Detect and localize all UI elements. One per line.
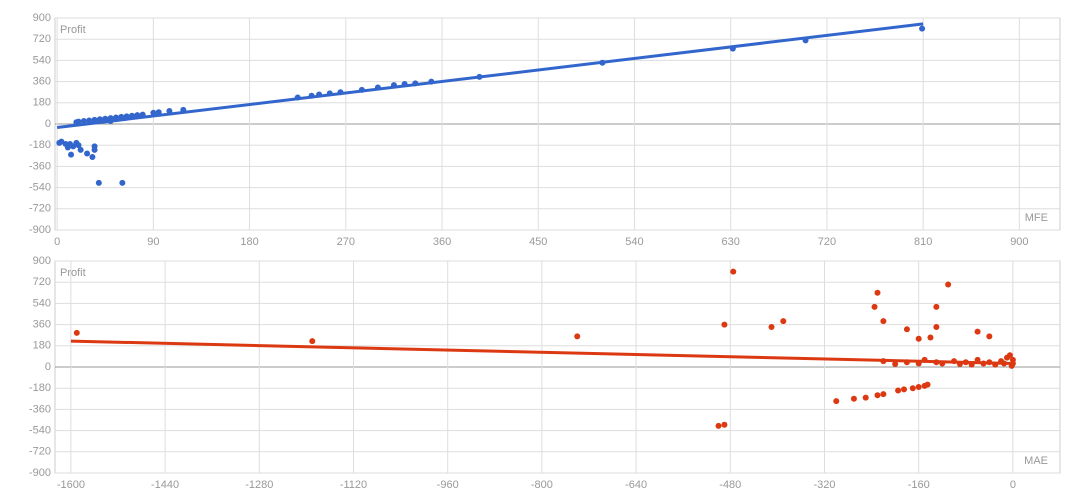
- x-tick-label: 270: [337, 236, 355, 248]
- x-tick-label: 900: [1010, 236, 1028, 248]
- y-tick-label: -900: [29, 467, 51, 479]
- point: [1006, 352, 1013, 359]
- point: [927, 334, 934, 341]
- y-tick-label: -900: [29, 224, 51, 236]
- point: [77, 146, 84, 153]
- x-tick-label: 810: [914, 236, 932, 248]
- point: [850, 395, 857, 402]
- y-tick-label: 540: [33, 297, 51, 309]
- trendline: [70, 339, 1013, 365]
- point: [84, 150, 91, 157]
- y-tick-label: 720: [33, 276, 51, 288]
- y-tick-label: 900: [33, 12, 51, 24]
- point: [95, 179, 102, 186]
- point: [721, 321, 728, 328]
- point: [974, 328, 981, 335]
- point: [119, 179, 126, 186]
- point: [80, 118, 87, 125]
- point: [933, 323, 940, 330]
- y-tick-label: -180: [29, 382, 51, 394]
- x-tick-label: 540: [625, 236, 643, 248]
- point: [919, 25, 926, 32]
- point: [574, 333, 581, 340]
- point: [895, 387, 902, 394]
- point: [874, 392, 881, 399]
- y-tick-label: 180: [33, 97, 51, 109]
- x-tick-label: 450: [529, 236, 547, 248]
- x-tick-label: -960: [437, 479, 459, 491]
- point: [900, 386, 907, 393]
- x-tick-label: 180: [240, 236, 258, 248]
- y-tick-label: 360: [33, 319, 51, 331]
- x-tick-label: -640: [625, 479, 647, 491]
- x-tick-label: -800: [531, 479, 553, 491]
- x-tick-label: 0: [54, 236, 60, 248]
- y-tick-label: -540: [29, 425, 51, 437]
- point: [880, 318, 887, 325]
- x-tick-label: 720: [818, 236, 836, 248]
- point: [56, 139, 63, 146]
- point: [75, 142, 82, 149]
- point: [86, 117, 93, 124]
- x-tick-label: -320: [813, 479, 835, 491]
- point: [68, 151, 75, 158]
- x-tick-label: -1120: [340, 479, 367, 491]
- point: [73, 329, 80, 336]
- y-tick-label: 900: [33, 255, 51, 267]
- x-tick-label: 0: [1010, 479, 1016, 491]
- y-tick-label: -180: [29, 139, 51, 151]
- x-tick-label: -1440: [151, 479, 179, 491]
- point: [909, 385, 916, 392]
- point: [768, 323, 775, 330]
- point: [924, 381, 931, 388]
- y-tick-label: 540: [33, 54, 51, 66]
- y-tick-label: -720: [29, 446, 51, 458]
- y-tick-label: 360: [33, 76, 51, 88]
- point: [915, 384, 922, 391]
- x-tick-label: -480: [719, 479, 741, 491]
- point: [730, 268, 737, 275]
- point: [871, 303, 878, 310]
- x-axis-label: MFE: [1025, 212, 1048, 224]
- y-axis-label: Profit: [60, 267, 86, 279]
- point: [780, 318, 787, 325]
- x-tick-label: 630: [722, 236, 740, 248]
- y-tick-label: 0: [45, 361, 51, 373]
- y-tick-label: -540: [29, 182, 51, 194]
- y-tick-label: -720: [29, 203, 51, 215]
- x-tick-label: 360: [433, 236, 451, 248]
- x-tick-label: -1280: [245, 479, 273, 491]
- point: [89, 153, 96, 160]
- point: [833, 398, 840, 405]
- point: [903, 326, 910, 333]
- point: [915, 335, 922, 342]
- x-axis-label: MAE: [1024, 455, 1048, 467]
- point: [721, 421, 728, 428]
- point: [91, 143, 98, 150]
- y-tick-label: 180: [33, 340, 51, 352]
- point: [309, 338, 316, 345]
- x-tick-label: -160: [908, 479, 930, 491]
- point: [892, 361, 899, 368]
- point: [986, 333, 993, 340]
- x-tick-label: -1600: [57, 479, 85, 491]
- trendline: [56, 22, 924, 130]
- point: [933, 303, 940, 310]
- y-tick-label: -360: [29, 403, 51, 415]
- point: [862, 394, 869, 401]
- y-tick-label: 720: [33, 33, 51, 45]
- x-tick-label: 90: [147, 236, 159, 248]
- point: [150, 109, 157, 116]
- point: [945, 281, 952, 288]
- point: [874, 289, 881, 296]
- y-tick-label: 0: [45, 118, 51, 130]
- point: [715, 422, 722, 429]
- y-axis-label: Profit: [60, 24, 86, 36]
- point: [880, 391, 887, 398]
- y-tick-label: -360: [29, 160, 51, 172]
